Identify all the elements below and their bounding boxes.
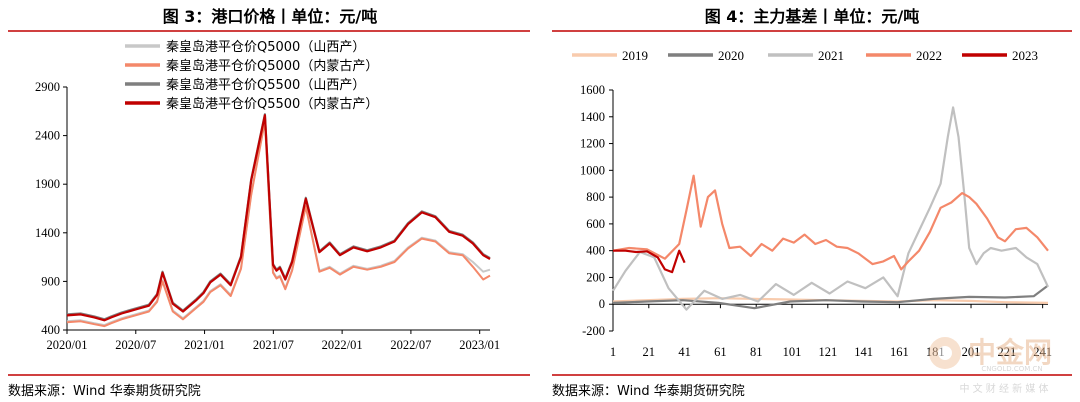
y-tick-label: 200 [586,270,605,284]
x-tick-label: 141 [854,345,873,359]
x-tick-label: 2022/07 [390,338,431,352]
x-tick-label: 121 [818,345,837,359]
series-line [66,113,491,321]
legend: 秦皇岛港平仓价Q5000（山西产） 秦皇岛港平仓价Q5000（内蒙古产） 秦皇岛港平… [125,39,378,112]
x-tick-label: 21 [643,345,656,359]
x-tick-label: 2020/07 [115,338,156,352]
y-tick-label: -200 [582,324,605,338]
x-tick-label: 81 [750,345,763,359]
x-tick-label: 161 [890,345,909,359]
y-tick-label: 1400 [580,110,605,124]
legend-label: 2020 [718,48,744,63]
series-line [66,119,491,327]
series-line [612,106,1049,311]
chart-title: 图 4：主力基差丨单位：元/吨 [705,7,920,26]
x-tick-label: 2021/01 [184,338,225,352]
y-tick-label: 1600 [580,83,605,97]
legend-label: 秦皇岛港平仓价Q5500（山西产） [166,77,365,93]
source-note: 数据来源：Wind 华泰期货研究院 [8,383,201,399]
y-tick-label: 400 [41,323,60,337]
watermark-logo: 中金网 CNGOLD.COM.CN 中 文 财 经 新 媒 体 [929,336,1052,395]
plot-area: 400 900 1400 1900 2400 2900 2020/01 2020/07 2021… [35,80,500,352]
watermark-brand: 中金网 [968,336,1052,369]
legend-label: 2021 [818,48,844,63]
logo-mark-inner-icon [938,346,952,360]
x-tick-label: 241 [1033,345,1052,359]
y-tick-label: 1200 [580,137,605,151]
source-note: 数据来源：Wind 华泰期货研究院 [552,383,745,399]
x-tick-label: 2021/07 [253,338,294,352]
x-tick-label: 61 [714,345,727,359]
y-tick-label: 1000 [580,163,605,177]
legend-label: 秦皇岛港平仓价Q5000（内蒙古产） [166,58,378,74]
x-tick-label: 201 [962,345,981,359]
x-tick-label: 1 [610,345,616,359]
y-tick-label: 400 [586,244,605,258]
y-tick-label: 800 [586,190,605,204]
series-line [612,174,1049,271]
y-tick-label: 1400 [35,226,60,240]
legend-label: 2022 [916,48,942,63]
x-tick-label: 101 [783,345,802,359]
chart-title: 图 3：港口价格丨单位：元/吨 [163,7,378,26]
x-tick-label: 2023/01 [459,338,500,352]
y-tick-label: 1900 [35,177,60,191]
watermark-tagline: 中 文 财 经 新 媒 体 [959,382,1048,395]
legend: 2019 2020 2021 2022 2023 [572,48,1038,63]
x-tick-label: 221 [997,345,1016,359]
series-line [66,120,491,328]
legend-label: 秦皇岛港平仓价Q5500（内蒙古产） [166,96,378,112]
series-line [66,114,491,322]
x-tick-label: 2022/01 [322,338,363,352]
legend-label: 2023 [1012,48,1038,63]
x-tick-label: 41 [678,345,691,359]
watermark-domain: CNGOLD.COM.CN [981,365,1042,373]
series-line [612,284,1049,310]
series-line [613,249,686,274]
y-tick-label: 0 [599,297,605,311]
legend-label: 2019 [622,48,648,63]
y-tick-label: 2400 [35,129,60,143]
x-tick-label: 2020/01 [47,338,88,352]
chart-port-price: 图 3：港口价格丨单位：元/吨 400 900 1400 1900 2400 2900 20… [8,7,530,399]
y-tick-label: 900 [41,274,60,288]
y-tick-label: 600 [586,217,605,231]
chart-main-basis: 图 4：主力基差丨单位：元/吨 -20002004006008001000120… [552,7,1072,399]
legend-label: 秦皇岛港平仓价Q5000（山西产） [166,39,365,55]
y-tick-label: 2900 [35,80,60,94]
